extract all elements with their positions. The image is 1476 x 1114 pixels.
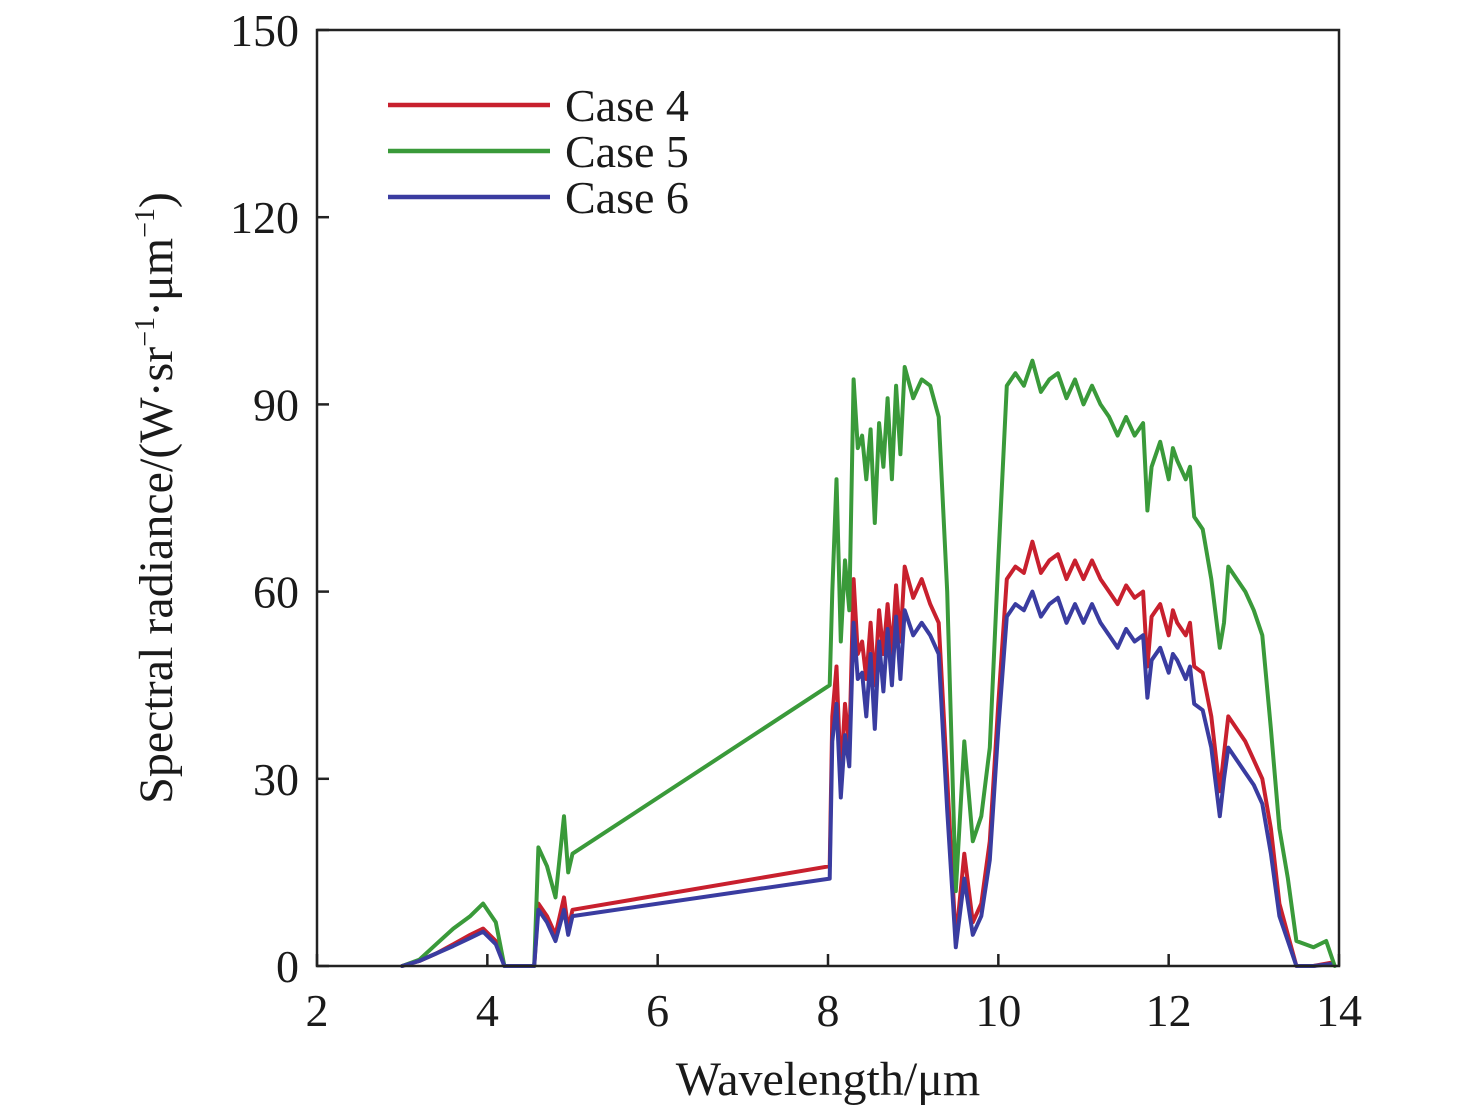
y-tick-label: 150 [230, 5, 299, 56]
y-axis-title-main: Spectral radiance/(W·sr [130, 347, 183, 804]
legend-label: Case 5 [565, 126, 689, 177]
y-tick-label: 60 [253, 567, 299, 618]
x-tick-label: 8 [817, 985, 840, 1036]
plot-frame [315, 28, 1341, 968]
x-tick-label: 4 [476, 985, 499, 1036]
y-tick-label: 90 [253, 379, 299, 430]
x-tick-label: 10 [975, 985, 1021, 1036]
y-axis-title: Spectral radiance/(W·sr−1·μm−1) [130, 192, 183, 804]
series-layer [400, 358, 1337, 968]
x-tick-label: 12 [1146, 985, 1192, 1036]
y-tick-label: 0 [276, 941, 299, 992]
x-axis-ticks: 2 4 6 8 10 12 14 [306, 954, 1362, 1036]
legend-label: Case 4 [565, 80, 689, 131]
legend-label: Case 6 [565, 172, 689, 223]
x-tick-label: 14 [1316, 985, 1362, 1036]
x-tick-label: 2 [306, 985, 329, 1036]
y-tick-label: 30 [253, 754, 299, 805]
x-axis-title: Wavelength/μm [676, 1053, 980, 1106]
y-tick-label: 120 [230, 192, 299, 243]
y-axis-title-sup2: −1 [130, 208, 161, 238]
y-axis-title-end: ) [130, 192, 183, 208]
series-line-case-4 [400, 539, 1333, 968]
y-axis-title-sup1: −1 [130, 317, 161, 347]
x-tick-label: 6 [646, 985, 669, 1036]
series-line-case-6 [400, 589, 1333, 968]
y-axis-ticks: 0 30 60 90 120 150 [230, 5, 329, 992]
series-line-case-5 [400, 358, 1337, 968]
y-axis-title-mid: ·μm [130, 238, 183, 317]
